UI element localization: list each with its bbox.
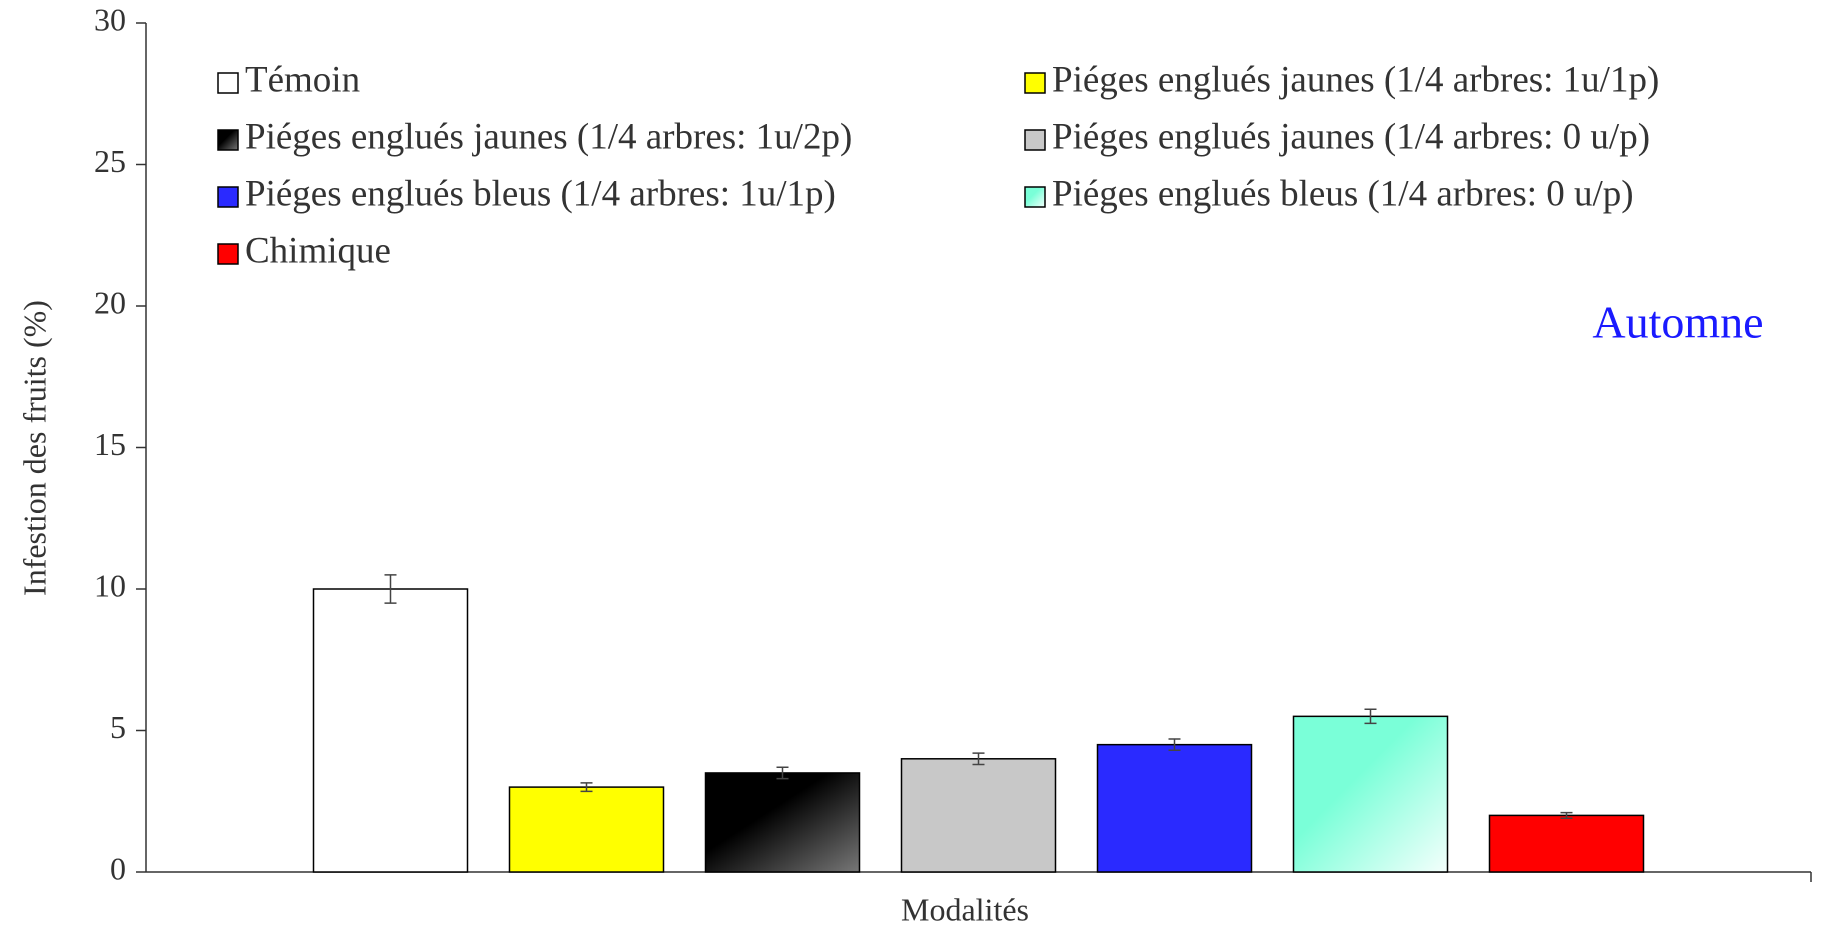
legend-label: Chimique: [245, 230, 391, 271]
annotation: Automne: [1592, 297, 1763, 348]
y-tick-label: 5: [110, 709, 126, 745]
bar: [704, 772, 861, 873]
x-axis-title: Modalités: [901, 891, 1029, 927]
error-bar: [1168, 738, 1181, 752]
bar: [312, 588, 469, 873]
y-tick-label: 20: [94, 284, 126, 320]
legend-swatch: [217, 243, 239, 265]
error-bar: [776, 766, 789, 780]
bar: [1292, 715, 1449, 873]
error-bar: [1364, 708, 1377, 725]
y-tick-label: 0: [110, 850, 126, 886]
y-tick-label: 30: [94, 1, 126, 37]
legend-swatch: [1024, 186, 1046, 208]
y-tick-label: 10: [94, 567, 126, 603]
legend-label: Piéges englués bleus (1/4 arbres: 0 u/p): [1052, 173, 1634, 214]
bar: [1488, 814, 1645, 873]
legend-swatch: [1024, 72, 1046, 94]
legend-swatch: [217, 72, 239, 94]
legend-label: Piéges englués jaunes (1/4 arbres: 1u/1p…: [1052, 59, 1659, 100]
legend-swatch: [1024, 129, 1046, 151]
bar: [508, 786, 665, 873]
y-tick-label: 25: [94, 143, 126, 179]
legend-label: Piéges englués bleus (1/4 arbres: 1u/1p): [245, 173, 836, 214]
legend-label: Piéges englués jaunes (1/4 arbres: 1u/2p…: [245, 116, 852, 157]
error-bar: [1560, 811, 1573, 819]
error-bar: [580, 782, 593, 793]
legend-swatch: [217, 129, 239, 151]
legend-label: Piéges englués jaunes (1/4 arbres: 0 u/p…: [1052, 116, 1650, 157]
legend-swatch: [217, 186, 239, 208]
y-tick-label: 15: [94, 426, 126, 462]
error-bar: [972, 752, 985, 766]
error-bar: [384, 574, 397, 604]
bar: [1096, 743, 1253, 873]
y-axis-title: Infestion des fruits (%): [16, 300, 52, 596]
legend-label: Témoin: [245, 59, 360, 100]
bar: [900, 758, 1057, 873]
